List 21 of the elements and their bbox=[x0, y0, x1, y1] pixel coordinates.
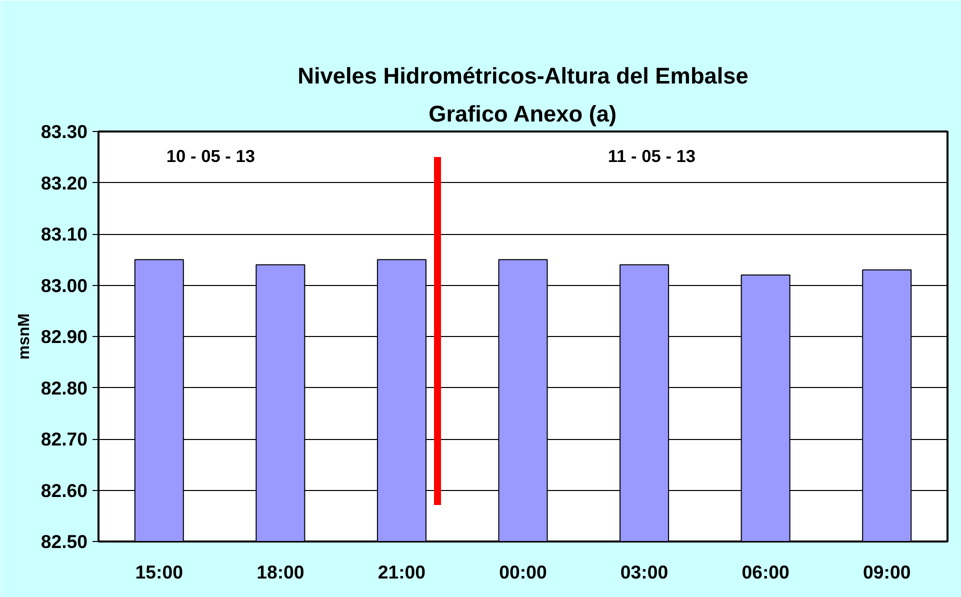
x-tick-label: 18:00 bbox=[256, 562, 304, 582]
annotation: 11 - 05 - 13 bbox=[608, 146, 696, 166]
x-tick-label: 15:00 bbox=[135, 562, 184, 582]
x-tick-label: 03:00 bbox=[620, 562, 668, 582]
y-tick-label: 82.80 bbox=[40, 377, 88, 398]
x-tick-label: 06:00 bbox=[742, 562, 790, 582]
y-tick-label: 83.30 bbox=[40, 121, 88, 142]
y-tick-label: 82.70 bbox=[40, 428, 88, 450]
chart-title: Niveles Hidrométricos-Altura del Embalse bbox=[298, 62, 748, 88]
chart-subtitle: Grafico Anexo (a) bbox=[428, 100, 617, 126]
y-tick-label: 83.20 bbox=[40, 172, 88, 194]
annotation: 10 - 05 - 13 bbox=[166, 146, 256, 166]
y-tick-label: 82.90 bbox=[40, 326, 88, 347]
y-tick-label: 82.60 bbox=[40, 480, 88, 501]
y-axis-title: msnM bbox=[16, 313, 33, 360]
y-tick-label: 83.10 bbox=[40, 224, 88, 244]
y-tick-label: 83.00 bbox=[40, 274, 88, 296]
x-tick-label: 00:00 bbox=[499, 562, 547, 582]
x-tick-label: 21:00 bbox=[378, 562, 426, 582]
y-tick-label: 82.50 bbox=[40, 531, 88, 552]
x-tick-label: 09:00 bbox=[863, 562, 911, 582]
